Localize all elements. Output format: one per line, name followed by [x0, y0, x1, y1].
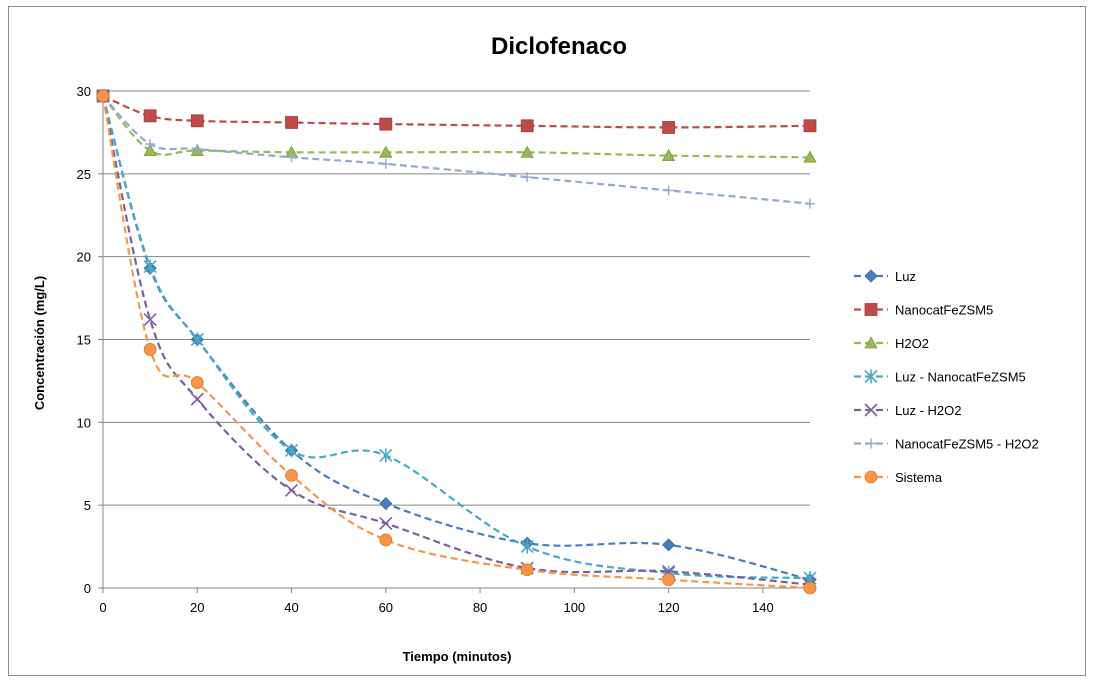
- data-point-nanocatfezsm5-h2o2: [192, 143, 203, 154]
- x-tick-label: 140: [752, 600, 774, 615]
- legend-label-sistema: Sistema: [895, 470, 943, 485]
- data-point-luz-h2o2: [284, 483, 299, 497]
- data-point-h2o2: [520, 145, 534, 158]
- y-tick-label: 10: [77, 415, 91, 430]
- data-point-luz-nanocatfezsm5: [143, 259, 157, 274]
- data-point-nanocatfezsm5: [285, 116, 298, 129]
- legend-item-nanocatfezsm5: NanocatFeZSM5: [854, 303, 993, 318]
- gridlines: [103, 90, 810, 506]
- data-point-sistema: [803, 581, 817, 595]
- legend-label-nanocatfezsm5-h2o2: NanocatFeZSM5 - H2O2: [895, 437, 1039, 452]
- series-line-luz-h2o2: [101, 95, 811, 586]
- legend-marker-nanocatfezsm5: [864, 303, 878, 316]
- data-point-nanocatfezsm5-h2o2: [663, 185, 674, 196]
- x-tick-label: 20: [190, 600, 204, 615]
- data-point-sistema: [520, 563, 534, 577]
- data-point-h2o2: [379, 145, 393, 158]
- series-line-h2o2: [102, 95, 811, 159]
- series-luz-nanocatfezsm5: [96, 88, 817, 586]
- legend-marker-sistema: [864, 470, 878, 484]
- data-point-h2o2: [803, 150, 817, 163]
- data-point-h2o2: [143, 143, 157, 157]
- legend-item-nanocatfezsm5-h2o2: NanocatFeZSM5 - H2O2: [854, 437, 1039, 452]
- legend-item-h2o2: H2O2: [854, 336, 929, 351]
- y-tick-labels: 0 5 10 15 20 25 30: [77, 84, 91, 596]
- data-point-sistema: [662, 573, 675, 587]
- x-tick-label: 0: [99, 600, 106, 615]
- legend-marker-luz: [864, 269, 878, 283]
- legend-label-luz-h2o2: Luz - H2O2: [895, 403, 961, 418]
- legend-item-luz-h2o2: Luz - H2O2: [854, 403, 961, 418]
- data-point-nanocatfezsm5: [520, 119, 534, 133]
- data-point-sistema: [143, 343, 157, 356]
- series-sistema: [96, 89, 817, 595]
- legend-label-nanocatfezsm5: NanocatFeZSM5: [895, 303, 993, 318]
- series-layer: [96, 88, 817, 595]
- x-tick-label: 60: [379, 600, 393, 615]
- data-point-nanocatfezsm5: [379, 117, 393, 131]
- data-point-nanocatfezsm5-h2o2: [805, 198, 815, 209]
- legend: Luz NanocatFeZSM5 H2O2 Luz - NanocatFeZSM5 L…: [854, 269, 1039, 485]
- data-point-luz-nanocatfezsm5: [520, 539, 534, 554]
- data-point-luz-nanocatfezsm5: [284, 443, 299, 458]
- data-point-luz-nanocatfezsm5: [190, 332, 204, 347]
- series-nanocatfezsm5-h2o2: [98, 90, 815, 209]
- chart-area: Diclofenaco 0 20 40 60 80 100 120 140 0 5 10 15 20 2…: [8, 6, 1086, 676]
- y-axis-title: Concentración (mg/L): [32, 276, 47, 410]
- x-tick-label: 120: [658, 600, 680, 615]
- y-tick-label: 0: [84, 581, 91, 596]
- x-axis-title: Tiempo (minutos): [403, 649, 512, 664]
- data-point-nanocatfezsm5: [190, 114, 204, 128]
- data-point-nanocatfezsm5-h2o2: [380, 158, 391, 169]
- legend-label-luz-nanocatfezsm5: Luz - NanocatFeZSM5: [895, 370, 1026, 385]
- x-tick-label: 100: [563, 600, 585, 615]
- chart-title: Diclofenaco: [491, 33, 627, 60]
- data-point-luz: [379, 496, 393, 511]
- data-point-luz-h2o2: [143, 313, 157, 327]
- series-luz: [96, 89, 817, 587]
- series-line-sistema: [101, 95, 811, 590]
- data-point-luz-h2o2: [379, 516, 393, 530]
- data-point-sistema: [96, 89, 110, 103]
- legend-marker-luz-nanocatfezsm5: [864, 369, 878, 384]
- data-point-nanocatfezsm5: [662, 121, 675, 134]
- data-point-sistema: [379, 533, 393, 547]
- y-tick-label: 20: [77, 250, 91, 265]
- y-tick-label: 25: [77, 167, 91, 182]
- data-point-nanocatfezsm5-h2o2: [145, 139, 156, 150]
- data-point-luz: [662, 538, 676, 552]
- series-luz-h2o2: [96, 89, 817, 592]
- y-tick-label: 30: [77, 84, 91, 99]
- y-tick-label: 5: [84, 498, 91, 513]
- series-line-nanocatfezsm5: [102, 94, 811, 129]
- axes: [98, 90, 810, 593]
- diclofenaco-chart: Diclofenaco 0 20 40 60 80 100 120 140 0 5 10 15 20 2…: [32, 33, 1039, 664]
- legend-item-luz: Luz: [854, 269, 916, 284]
- legend-marker-nanocatfezsm5-h2o2: [866, 438, 876, 449]
- series-nanocatfezsm5: [96, 89, 817, 134]
- legend-marker-h2o2: [864, 336, 878, 349]
- y-tick-label: 15: [77, 333, 91, 348]
- legend-marker-luz-h2o2: [864, 403, 878, 417]
- data-point-luz-h2o2: [190, 392, 204, 406]
- data-point-sistema: [190, 376, 204, 389]
- x-tick-label: 80: [473, 600, 487, 615]
- data-point-sistema: [285, 468, 298, 482]
- data-point-nanocatfezsm5-h2o2: [522, 172, 533, 183]
- legend-item-luz-nanocatfezsm5: Luz - NanocatFeZSM5: [854, 369, 1026, 385]
- data-point-luz-nanocatfezsm5: [379, 448, 393, 463]
- data-point-nanocatfezsm5-h2o2: [286, 152, 297, 163]
- data-point-h2o2: [661, 148, 676, 162]
- data-point-nanocatfezsm5: [803, 119, 817, 133]
- x-tick-labels: 0 20 40 60 80 100 120 140: [99, 600, 773, 615]
- series-line-luz-nanocatfezsm5: [101, 95, 811, 580]
- data-point-nanocatfezsm5: [143, 109, 157, 123]
- series-line-luz: [101, 95, 811, 581]
- legend-item-sistema: Sistema: [854, 470, 943, 485]
- series-line-nanocatfezsm5-h2o2: [102, 95, 811, 205]
- legend-label-luz: Luz: [895, 269, 916, 284]
- legend-label-h2o2: H2O2: [895, 336, 929, 351]
- x-tick-label: 40: [284, 600, 298, 615]
